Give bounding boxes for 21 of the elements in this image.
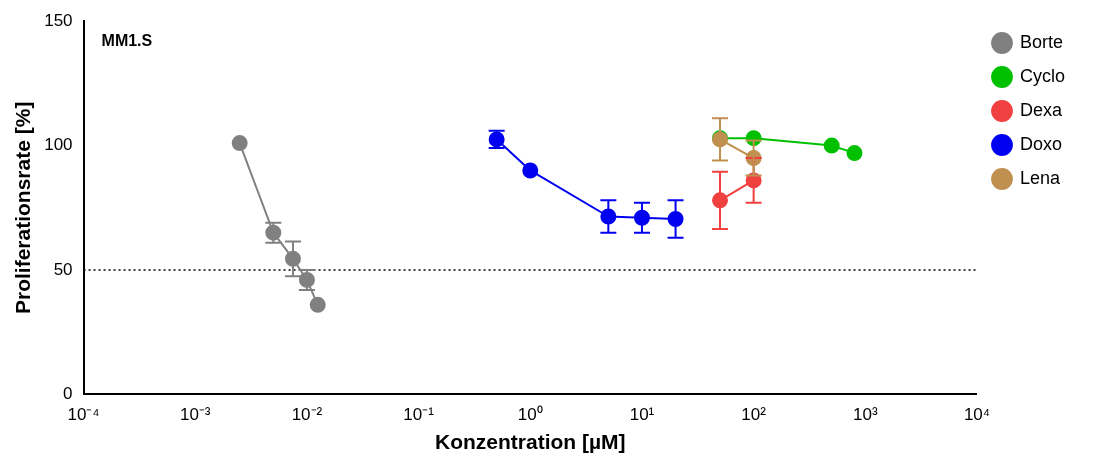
x-tick-label: 10⁻⁴	[67, 405, 100, 425]
x-tick-label: 10⁴	[963, 405, 991, 425]
x-tick-label: 10⁰	[517, 405, 543, 425]
x-tick-label: 10²	[741, 405, 767, 425]
legend-label: Cyclo	[1019, 65, 1066, 86]
x-tick-label: 10⁻³	[179, 405, 211, 425]
legend-label: Dexa	[1019, 99, 1063, 120]
x-tick-label: 10⁻¹	[403, 405, 435, 425]
x-tick-label: 10³	[853, 405, 878, 425]
legend-label: Borte	[1019, 31, 1064, 52]
x-tick-label: 10¹	[629, 405, 655, 425]
legend-label: Lena	[1019, 167, 1062, 188]
y-tick-label: 100	[44, 135, 73, 155]
y-axis-title: Proliferationsrate [%]	[11, 101, 35, 314]
y-tick-label: 50	[53, 259, 73, 279]
legend-label: Doxo	[1019, 133, 1063, 154]
y-tick-label: 0	[63, 384, 73, 404]
text: MM1.S	[101, 31, 153, 49]
x-tick-label: 10⁻²	[291, 405, 323, 425]
y-tick-label: 150	[44, 10, 73, 30]
x-axis-title: Konzentration [µM]	[434, 430, 626, 454]
